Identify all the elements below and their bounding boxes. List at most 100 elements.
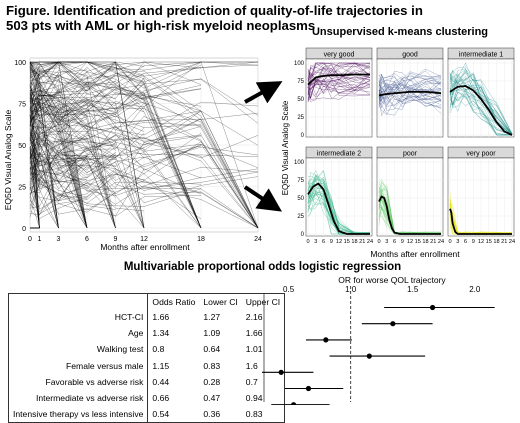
y-tick-label: 25 [18, 185, 26, 192]
x-tick-label: 18 [197, 236, 205, 243]
x-tick-label: 18 [493, 239, 499, 245]
cell-or: 0.44 [148, 374, 200, 390]
y-tick-label: 50 [18, 143, 26, 150]
clustering-title: Unsupervised k-means clustering [285, 26, 515, 38]
x-tick-label: 21 [359, 239, 365, 245]
row-label: Intensive therapy vs less intensive [9, 406, 148, 423]
row-label: Female versus male [9, 358, 148, 374]
x-tick-label: 0 [448, 239, 451, 245]
or-point [323, 337, 328, 342]
row-label: Favorable vs adverse risk [9, 374, 148, 390]
facet-intermediate-1: intermediate 1 [448, 48, 514, 137]
facet-strip-label: poor [403, 150, 418, 157]
facet-good: good [377, 48, 443, 137]
y-tick-label: 50 [297, 196, 304, 202]
x-tick-label: 12 [336, 239, 342, 245]
y-tick-label: 0 [22, 226, 26, 233]
forest-tick-label: 0.5 [283, 285, 295, 294]
cell-lower: 0.36 [199, 406, 241, 423]
x-tick-label: 24 [254, 236, 262, 243]
y-tick-label: 50 [297, 97, 304, 103]
x-tick-label: 6 [322, 239, 325, 245]
arrow-up-icon [245, 87, 272, 102]
x-tick-label: 3 [314, 239, 317, 245]
x-tick-label: 0 [306, 239, 309, 245]
cell-lower: 0.83 [199, 358, 241, 374]
row-label: Walking test [9, 341, 148, 357]
x-tick-label: 6 [393, 239, 396, 245]
x-tick-label: 21 [501, 239, 507, 245]
facet-strip-label: intermediate 2 [317, 150, 361, 157]
arrow-down-icon [245, 187, 272, 205]
y-tick-label: 25 [297, 214, 304, 220]
cell-or: 1.66 [148, 309, 200, 325]
cell-or: 1.34 [148, 325, 200, 341]
cell-upper: 0.83 [242, 406, 285, 423]
x-tick-label: 24 [509, 239, 515, 245]
x-tick-label: 18 [351, 239, 357, 245]
or-point [279, 370, 284, 375]
or-point [430, 305, 435, 310]
facet-strip-label: very good [324, 51, 355, 58]
main-xlabel: Months after enrollment [100, 242, 190, 252]
x-tick-label: 15 [415, 239, 421, 245]
arrows [240, 75, 285, 225]
y-tick-label: 25 [297, 115, 304, 121]
x-tick-label: 12 [407, 239, 413, 245]
x-tick-label: 3 [385, 239, 388, 245]
facet-strip-label: good [402, 51, 418, 58]
main-ylabel: EQ5D Visual Analog Scale [3, 109, 13, 210]
forest-tick-label: 1.5 [407, 285, 419, 294]
x-tick-label: 6 [85, 236, 89, 243]
or-point [306, 386, 311, 391]
x-tick-label: 9 [472, 239, 475, 245]
cell-lower: 0.47 [199, 390, 241, 406]
facet-ylabel: EQ5D Visual Analog Scale [281, 100, 290, 195]
x-tick-label: 1 [38, 236, 42, 243]
x-tick-label: 9 [330, 239, 333, 245]
facet-strip-label: very poor [466, 150, 496, 157]
cell-lower: 1.09 [199, 325, 241, 341]
x-tick-label: 18 [422, 239, 428, 245]
cell-lower: 0.64 [199, 341, 241, 357]
clustering-facets: very good 0 25 50 75 100 good intermediate 1 int… [280, 38, 520, 260]
facet-strip-label: intermediate 1 [459, 51, 503, 58]
y-tick-label: 0 [301, 133, 305, 139]
x-tick-label: 9 [401, 239, 404, 245]
cell-or: 1.15 [148, 358, 200, 374]
x-tick-label: 15 [344, 239, 350, 245]
facet-xlabel: Months after enrollment [370, 249, 460, 259]
y-tick-label: 75 [18, 102, 26, 109]
x-tick-label: 0 [377, 239, 380, 245]
row-label: Age [9, 325, 148, 341]
x-tick-label: 15 [486, 239, 492, 245]
y-tick-label: 75 [297, 79, 304, 85]
cell-lower: 1.27 [199, 309, 241, 325]
row-label: Intermediate vs adverse risk [9, 390, 148, 406]
y-tick-label: 100 [294, 160, 305, 166]
cell-or: 0.66 [148, 390, 200, 406]
cell-or: 0.54 [148, 406, 200, 423]
cell-lower: 0.28 [199, 374, 241, 390]
x-tick-label: 24 [438, 239, 444, 245]
regression-title: Multivariable proportional odds logistic… [10, 261, 515, 273]
forest-tick-label: 2.0 [469, 285, 481, 294]
x-tick-label: 21 [430, 239, 436, 245]
x-tick-label: 3 [456, 239, 459, 245]
row-label: HCT-CI [9, 309, 148, 325]
y-tick-label: 100 [14, 60, 26, 67]
y-tick-label: 0 [301, 232, 305, 238]
